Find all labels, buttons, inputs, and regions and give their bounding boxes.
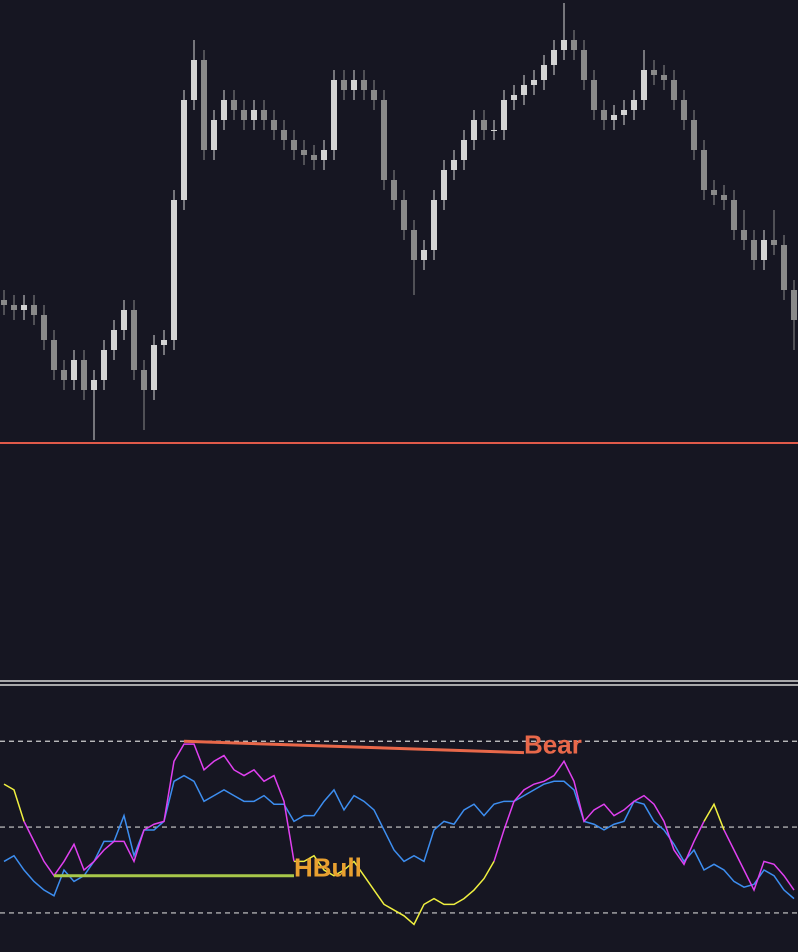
candle-body (781, 245, 787, 290)
candle-body (91, 380, 97, 390)
candle-body (251, 110, 257, 120)
indicator-line (3, 783, 25, 822)
candle-body (681, 100, 687, 120)
candle-body (131, 310, 137, 370)
candle-body (161, 340, 167, 345)
candle-body (211, 120, 217, 150)
candle-body (461, 140, 467, 160)
candle-body (311, 155, 317, 160)
candle-body (611, 115, 617, 120)
candle-body (621, 110, 627, 115)
candle-body (441, 170, 447, 200)
candle-body (361, 80, 367, 90)
candle-body (451, 160, 457, 170)
candle-body (761, 240, 767, 260)
candle-body (431, 200, 437, 250)
divergence-line (183, 739, 525, 755)
candle-body (141, 370, 147, 390)
candle-body (301, 150, 307, 155)
candle-body (411, 230, 417, 260)
candle-body (221, 100, 227, 120)
candle-body (231, 100, 237, 110)
indicator-line (723, 829, 795, 892)
candle-body (391, 180, 397, 200)
divergence-label: HBull (294, 853, 362, 883)
candle-body (151, 345, 157, 390)
indicator-line (23, 743, 295, 878)
candle-body (771, 240, 777, 245)
candle-body (11, 305, 17, 310)
candle-body (1, 300, 7, 305)
candle-body (371, 90, 377, 100)
candle-body (751, 240, 757, 260)
candle-body (731, 200, 737, 230)
candle-body (271, 120, 277, 130)
divergence-label: Bear (524, 730, 582, 760)
candle-body (721, 195, 727, 200)
candle-body (521, 85, 527, 95)
indicator-line (3, 774, 795, 900)
candle-body (181, 100, 187, 200)
candle-body (61, 370, 67, 380)
candle-body (421, 250, 427, 260)
candle-body (671, 80, 677, 100)
candle-body (791, 290, 797, 320)
candle-body (381, 100, 387, 180)
candle-body (701, 150, 707, 190)
candle-body (471, 120, 477, 140)
candle-body (341, 80, 347, 90)
candle-body (551, 50, 557, 65)
candle-body (501, 100, 507, 130)
candle-body (201, 60, 207, 150)
candle-body (241, 110, 247, 120)
candle-body (401, 200, 407, 230)
candle-body (121, 310, 127, 330)
candle-body (491, 130, 497, 131)
candle-body (171, 200, 177, 340)
indicator-line (703, 802, 725, 831)
candle-body (641, 70, 647, 100)
candle-body (191, 60, 197, 100)
indicator-line (493, 759, 705, 866)
candle-body (291, 140, 297, 150)
candle-body (511, 95, 517, 100)
candle-body (101, 350, 107, 380)
candle-body (571, 40, 577, 50)
candle-body (331, 80, 337, 150)
candle-body (691, 120, 697, 150)
candle-body (661, 75, 667, 80)
candle-body (51, 340, 57, 370)
candle-body (261, 110, 267, 120)
candle-body (601, 110, 607, 120)
candle-body (31, 305, 37, 315)
candle-body (531, 80, 537, 85)
candle-body (591, 80, 597, 110)
candle-body (741, 230, 747, 240)
candle-body (41, 315, 47, 340)
candle-body (541, 65, 547, 80)
candle-body (281, 130, 287, 140)
candle-body (651, 70, 657, 75)
candle-body (351, 80, 357, 90)
candle-body (321, 150, 327, 160)
candle-body (481, 120, 487, 130)
candle-body (561, 40, 567, 50)
candle-body (631, 100, 637, 110)
candle-body (81, 360, 87, 390)
candle-body (71, 360, 77, 380)
candle-body (581, 50, 587, 80)
candle-body (711, 190, 717, 195)
candle-body (111, 330, 117, 350)
candle-body (21, 305, 27, 310)
indicator-line (294, 854, 495, 926)
